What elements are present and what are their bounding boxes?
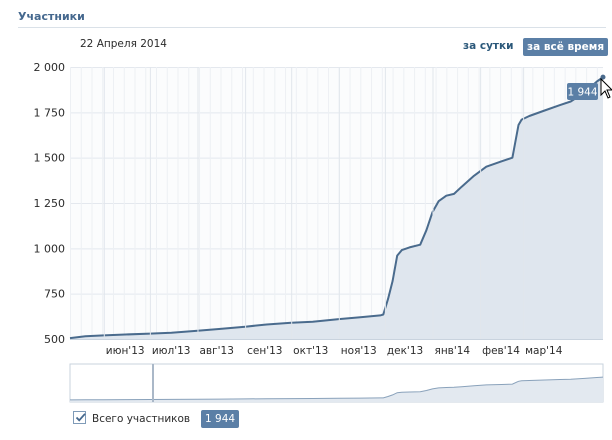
series-line	[69, 76, 604, 340]
legend-label: Всего участников	[92, 413, 191, 425]
period-day-button[interactable]: за сутки	[463, 40, 514, 52]
title-divider	[18, 27, 606, 28]
date-label: 22 Апреля 2014	[80, 38, 167, 50]
x-tick-label: мар'14	[525, 345, 563, 357]
tooltip-value: 1 944	[567, 87, 597, 99]
legend-checkbox[interactable]	[73, 411, 86, 424]
section-title: Участники	[18, 10, 85, 23]
x-tick-label: окт'13	[293, 345, 328, 357]
x-tick-label: янв'14	[435, 345, 471, 357]
navigator-line	[69, 376, 604, 401]
tooltip-badge	[567, 83, 598, 100]
legend-value-badge: 1 944	[201, 410, 240, 428]
y-tick-label: 1 000	[34, 242, 66, 255]
y-tick-label: 750	[44, 288, 65, 301]
x-tick-label: сен'13	[247, 345, 282, 357]
y-tick-label: 1 250	[34, 197, 66, 210]
x-tick-label: июл'13	[152, 345, 191, 357]
period-all-time-button[interactable]: за всё время	[523, 38, 609, 56]
checkmark-icon	[75, 413, 86, 422]
y-tick-label: 1 500	[34, 152, 66, 165]
navigator-handle[interactable]	[152, 364, 154, 402]
navigator-area	[70, 377, 603, 402]
series-point	[600, 74, 606, 80]
mouse-cursor-icon	[600, 77, 612, 99]
y-tick-label: 500	[44, 333, 65, 346]
series-area	[70, 77, 603, 339]
x-tick-label: авг'13	[199, 345, 233, 357]
x-tick-label: ноя'13	[341, 345, 377, 357]
x-tick-label: июн'13	[106, 345, 145, 357]
x-tick-label: дек'13	[387, 345, 423, 357]
x-tick-label: фев'14	[482, 345, 520, 357]
y-tick-label: 2 000	[34, 61, 66, 74]
y-tick-label: 1 750	[34, 106, 66, 119]
